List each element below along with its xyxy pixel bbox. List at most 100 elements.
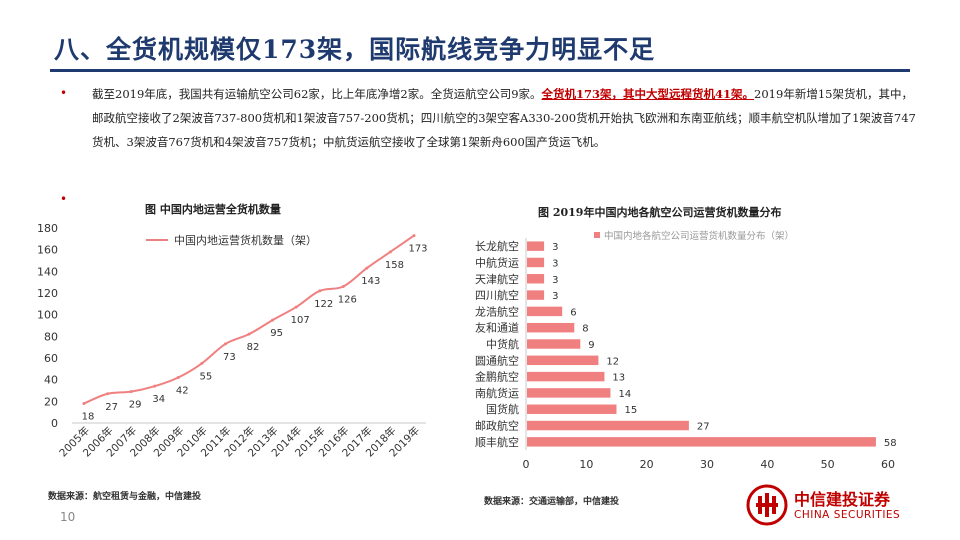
logo-name-en: CHINA SECURITIES [794, 509, 901, 521]
data-label: 29 [129, 400, 142, 411]
data-label: 3 [552, 242, 558, 253]
data-label: 107 [291, 315, 310, 326]
data-label: 13 [612, 373, 625, 384]
bar [527, 371, 605, 382]
data-label: 3 [552, 275, 558, 286]
legend-label: 中国内地各航空公司运营货机数量分布（架） [604, 230, 794, 242]
data-point [106, 392, 110, 396]
data-label: 173 [408, 244, 427, 255]
category-label: 南航货运 [475, 386, 519, 400]
category-label: 龙浩航空 [475, 304, 519, 318]
bar [527, 420, 689, 431]
y-tick-label: 40 [44, 374, 58, 387]
data-label: 3 [552, 291, 558, 302]
bar [527, 355, 599, 366]
bullet-icon: • [60, 86, 68, 100]
left-source-note: 数据来源：航空租赁与金融，中信建投 [48, 492, 202, 502]
data-label: 55 [199, 371, 212, 382]
x-tick-label: 10 [579, 458, 593, 471]
data-point [82, 402, 86, 405]
data-label: 9 [588, 340, 594, 351]
category-label: 顺丰航空 [475, 435, 519, 449]
right-chart-heading: 图 2019年中国内地各航空公司运营货机数量分布 [538, 206, 782, 219]
data-point [223, 342, 227, 346]
category-label: 金鹏航空 [475, 370, 519, 384]
data-label: 8 [582, 324, 588, 335]
x-tick-label: 20 [640, 458, 654, 471]
y-tick-label: 120 [37, 287, 58, 300]
category-label: 中货航 [486, 337, 519, 351]
bar [527, 404, 617, 414]
data-label: 14 [618, 389, 631, 400]
data-label: 42 [176, 386, 189, 397]
data-label: 34 [152, 394, 165, 405]
body-paragraph: 截至2019年底，我国共有运输航空公司62家，比上年底净增2家。全货运航空公司9… [92, 82, 922, 154]
data-point [176, 376, 180, 379]
bar-chart: 0 10 20 30 40 50 60 长龙航空 3 中航货运 3 天津航空 3 四川航空 3 龙浩航空 6 友和… [475, 230, 897, 471]
line-chart: 0204060801001201401601802005年2006年2007年2… [37, 222, 428, 459]
category-label: 中航货运 [475, 255, 519, 269]
data-label: 58 [884, 438, 897, 449]
bar [527, 339, 581, 349]
legend-label: 中国内地运营货机数量（架） [174, 233, 317, 247]
left-chart-heading: 图 中国内地运营全货机数量 [145, 203, 281, 216]
data-label: 18 [82, 412, 95, 423]
data-point [294, 305, 298, 309]
y-tick-label: 0 [51, 417, 58, 430]
x-tick-label: 0 [523, 458, 530, 471]
legend-swatch [594, 232, 600, 238]
bar [527, 306, 563, 317]
data-label: 12 [606, 356, 619, 367]
data-label: 3 [552, 258, 558, 269]
data-point [129, 390, 133, 394]
data-point [247, 332, 251, 336]
bar [527, 274, 545, 284]
data-point [318, 289, 322, 293]
x-tick-label: 40 [760, 458, 774, 471]
y-tick-label: 60 [44, 352, 58, 365]
y-tick-label: 180 [37, 222, 58, 235]
data-point [365, 266, 369, 270]
data-point [200, 361, 204, 365]
y-tick-label: 80 [44, 330, 58, 343]
data-label: 6 [570, 307, 576, 318]
y-tick-label: 160 [37, 244, 58, 257]
company-logo: 中信建投证券 CHINA SECURITIES [746, 482, 916, 530]
data-point [153, 384, 157, 388]
category-label: 邮政航空 [475, 419, 519, 433]
title-divider [50, 69, 910, 72]
logo-name-cn: 中信建投证券 [794, 490, 891, 509]
bar [527, 241, 545, 251]
bar [527, 322, 575, 333]
citic-logo-icon [746, 484, 788, 526]
data-point [412, 234, 416, 238]
category-label: 天津航空 [475, 272, 519, 286]
data-label: 126 [338, 295, 357, 306]
paragraph-normal: 截至2019年底，我国共有运输航空公司62家，比上年底净增2家。全货运航空公司9… [92, 87, 542, 101]
data-label: 15 [625, 405, 638, 416]
bar [527, 290, 545, 300]
data-label: 143 [361, 276, 380, 287]
category-label: 四川航空 [475, 288, 519, 302]
y-tick-label: 100 [37, 309, 58, 322]
category-label: 长龙航空 [475, 239, 519, 253]
data-point [341, 285, 345, 288]
paragraph-highlight: 全货机173架，其中大型远程货机41架。 [541, 87, 755, 101]
category-label: 友和通道 [475, 321, 519, 335]
data-point [271, 318, 275, 322]
x-tick-label: 50 [821, 458, 835, 471]
right-source-note: 数据来源：交通运输部，中信建投 [484, 497, 620, 507]
data-label: 82 [247, 342, 260, 353]
x-tick-label: 60 [881, 458, 895, 471]
data-label: 95 [270, 328, 283, 339]
category-label: 国货航 [486, 402, 519, 416]
category-label: 圆通航空 [475, 353, 519, 367]
bullet-icon: • [60, 192, 68, 206]
page-number: 10 [60, 510, 76, 524]
bar [527, 437, 876, 447]
data-label: 122 [314, 299, 333, 310]
x-tick-label: 30 [700, 458, 714, 471]
bar [527, 388, 611, 398]
paragraph-rest: 2019年新增15架货机，其中，邮政航空接收了2架波音737-800货机和1架波… [92, 87, 916, 149]
data-label: 73 [223, 352, 236, 363]
